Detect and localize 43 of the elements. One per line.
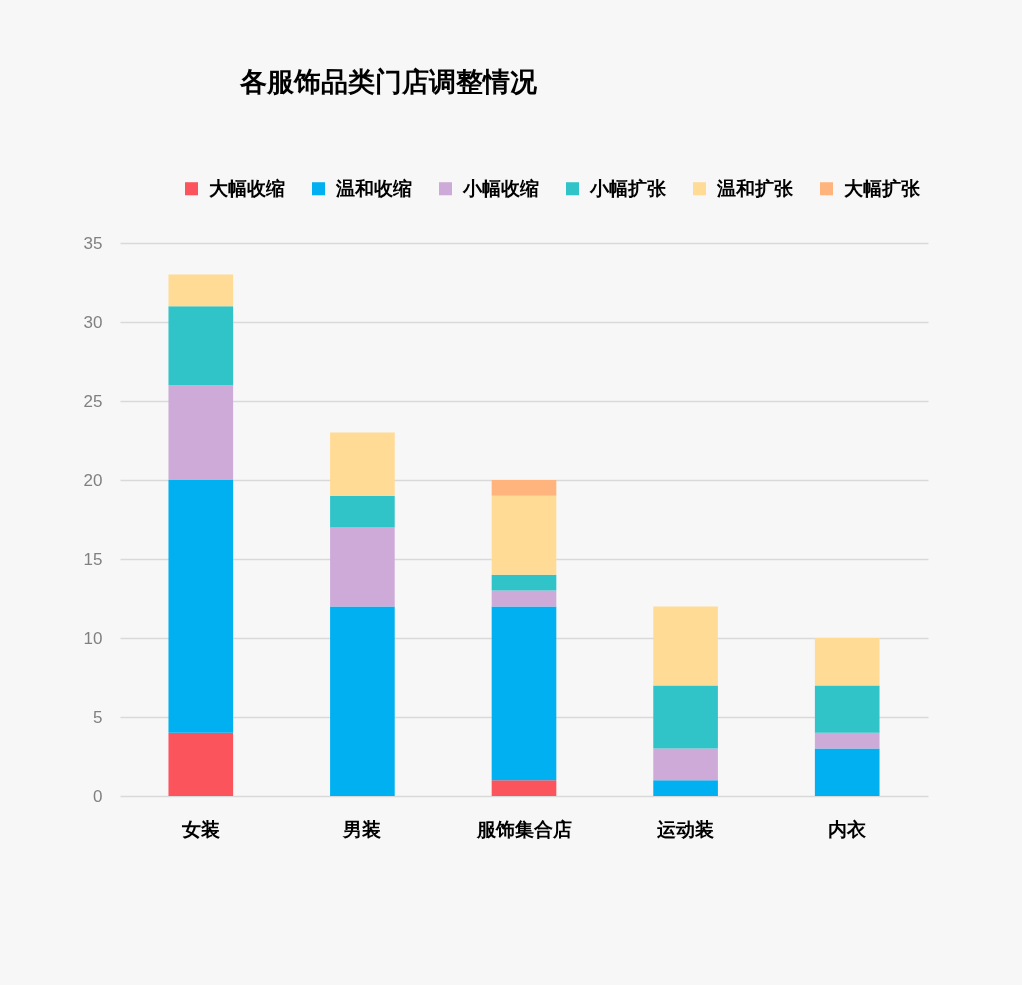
bar [168, 732, 234, 796]
bar [491, 495, 557, 575]
x-tick-label: 女装 [180, 817, 220, 840]
x-tick-label: 运动装 [656, 817, 715, 840]
bar [814, 732, 880, 749]
y-tick-label: 20 [83, 470, 103, 490]
y-tick-label: 25 [83, 391, 103, 411]
bar [330, 527, 395, 607]
bar [814, 748, 880, 796]
legend-label: 小幅扩张 [589, 176, 667, 199]
bar [330, 606, 395, 796]
legend-label: 大幅扩张 [844, 176, 921, 199]
legend-label: 温和收缩 [335, 176, 412, 199]
bar [168, 274, 234, 307]
bar [491, 574, 557, 591]
bar [491, 780, 557, 796]
bar [491, 606, 557, 781]
bar [330, 432, 395, 496]
y-tick-label: 5 [93, 707, 103, 727]
legend-label: 温和扩张 [716, 176, 794, 199]
y-tick-label: 35 [83, 233, 103, 253]
x-tick-label: 男装 [342, 817, 382, 840]
bar [330, 495, 395, 528]
bar [168, 480, 234, 733]
bar [653, 780, 718, 796]
y-tick-label: 15 [83, 549, 103, 569]
legend-label: 大幅收缩 [209, 176, 285, 199]
y-tick-label: 10 [83, 628, 103, 648]
chart-title: 各服饰品类门店调整情况 [239, 66, 538, 97]
bar [168, 385, 234, 480]
legend-label: 小幅收缩 [462, 176, 539, 199]
bar [814, 638, 880, 686]
y-tick-label: 0 [93, 786, 103, 806]
bar [653, 685, 718, 749]
bar [814, 685, 880, 733]
bar [491, 590, 557, 607]
x-tick-label: 服饰集合店 [475, 817, 572, 840]
bar [168, 306, 234, 386]
x-tick-label: 内衣 [828, 817, 868, 840]
bar [491, 480, 557, 496]
y-tick-label: 30 [83, 312, 103, 332]
bar [653, 606, 718, 686]
bar [653, 748, 718, 781]
